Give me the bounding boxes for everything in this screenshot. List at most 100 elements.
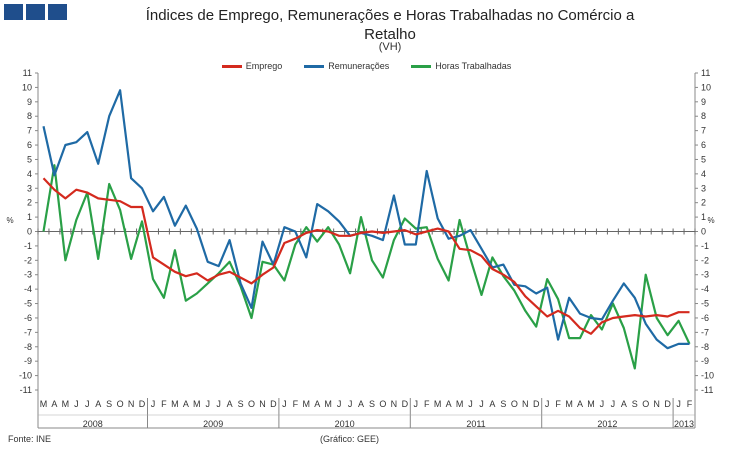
y-tick-label-right: -7 — [701, 327, 709, 337]
month-label: O — [511, 399, 518, 409]
y-tick-label: 8 — [27, 111, 32, 121]
y-tick-label-right: 5 — [701, 154, 706, 164]
y-tick-label: -3 — [24, 270, 32, 280]
legend-label-remuneracoes: Remunerações — [328, 61, 390, 71]
y-tick-label: 10 — [22, 82, 32, 92]
legend-swatch-horas — [411, 64, 432, 68]
month-label: M — [303, 399, 311, 409]
series-line-emprego — [42, 177, 690, 335]
month-label: O — [642, 399, 649, 409]
y-tick-label-right: 3 — [701, 183, 706, 193]
month-label: J — [545, 399, 550, 409]
month-label: J — [337, 399, 342, 409]
month-label: M — [434, 399, 442, 409]
logo-block — [26, 4, 45, 20]
y-axis-label: % — [6, 216, 13, 225]
legend-item-horas: Horas Trabalhadas — [411, 61, 511, 71]
y-tick-label-right: -6 — [701, 313, 709, 323]
y-tick-label: -11 — [20, 385, 32, 395]
y-tick-label: -5 — [24, 299, 32, 309]
month-label: D — [664, 399, 671, 409]
y-tick-label: 0 — [27, 227, 32, 237]
y-tick-label: 9 — [27, 97, 32, 107]
chart-title-line2: Retalho — [364, 26, 416, 43]
y-tick-label-right: 2 — [701, 198, 706, 208]
month-label: M — [171, 399, 179, 409]
y-tick-label-right: -3 — [701, 270, 709, 280]
year-label: 2008 — [83, 419, 103, 429]
month-label: O — [117, 399, 124, 409]
month-label: J — [216, 399, 221, 409]
y-tick-label: 7 — [27, 126, 32, 136]
month-label: N — [259, 399, 266, 409]
y-tick-label-right: 1 — [701, 212, 706, 222]
month-label: A — [577, 399, 583, 409]
y-tick-label: 2 — [27, 198, 32, 208]
legend-swatch-remuneracoes — [304, 64, 325, 68]
y-tick-label: 3 — [27, 183, 32, 193]
month-label: S — [106, 399, 112, 409]
month-label: S — [369, 399, 375, 409]
y-tick-label-right: -2 — [701, 255, 709, 265]
month-label: N — [391, 399, 398, 409]
y-tick-label: -7 — [24, 327, 32, 337]
year-label: 2011 — [466, 419, 485, 429]
month-label: O — [248, 399, 255, 409]
month-label: A — [621, 399, 627, 409]
month-label: A — [446, 399, 452, 409]
y-tick-label: -6 — [24, 313, 32, 323]
y-tick-label-right: -10 — [701, 371, 714, 381]
month-label: A — [51, 399, 57, 409]
month-label: S — [632, 399, 638, 409]
y-tick-label: -9 — [24, 356, 32, 366]
y-tick-label: -2 — [24, 255, 32, 265]
month-label: N — [128, 399, 135, 409]
month-label: J — [74, 399, 79, 409]
month-label: M — [193, 399, 201, 409]
month-label: J — [205, 399, 210, 409]
y-tick-label: 6 — [27, 140, 32, 150]
month-label: A — [358, 399, 364, 409]
y-tick-label-right: -1 — [701, 241, 709, 251]
month-label: J — [611, 399, 616, 409]
month-label: D — [533, 399, 540, 409]
month-label: F — [293, 399, 299, 409]
legend-label-emprego: Emprego — [245, 61, 283, 71]
year-label: 2010 — [335, 419, 355, 429]
year-label: 2013 — [674, 419, 694, 429]
series-line-horas-trabalhadas — [42, 164, 691, 370]
chart-title: Índices de Emprego, Remunerações e Horas… — [70, 6, 710, 44]
month-label: D — [402, 399, 409, 409]
month-label: A — [489, 399, 495, 409]
month-label: J — [85, 399, 90, 409]
chart-credit: (Gráfico: GEE) — [320, 434, 380, 444]
month-label: O — [379, 399, 386, 409]
month-label: M — [587, 399, 595, 409]
month-label: M — [324, 399, 332, 409]
month-label: A — [314, 399, 320, 409]
y-tick-label-right: 4 — [701, 169, 706, 179]
month-label: M — [62, 399, 70, 409]
y-tick-label: 11 — [23, 68, 32, 78]
legend-item-remuneracoes: Remunerações — [304, 61, 389, 71]
month-label: A — [227, 399, 233, 409]
y-tick-label-right: 0 — [701, 227, 706, 237]
month-label: A — [95, 399, 101, 409]
y-tick-label-right: -4 — [701, 284, 709, 294]
chart-subtitle: (VH) — [378, 41, 402, 53]
month-label: J — [348, 399, 353, 409]
month-label: S — [500, 399, 506, 409]
month-label: S — [238, 399, 244, 409]
chart-legend: Emprego Remunerações Horas Trabalhadas — [0, 61, 733, 71]
month-label: F — [424, 399, 430, 409]
y-tick-label-right: -9 — [701, 356, 709, 366]
y-tick-label-right: 8 — [701, 111, 706, 121]
month-label: J — [414, 399, 419, 409]
month-label: M — [456, 399, 464, 409]
series-line-remunera-es — [42, 89, 690, 350]
month-label: J — [600, 399, 605, 409]
y-tick-label: 4 — [27, 169, 32, 179]
month-label: F — [687, 399, 693, 409]
month-label: J — [282, 399, 287, 409]
month-label: J — [676, 399, 681, 409]
